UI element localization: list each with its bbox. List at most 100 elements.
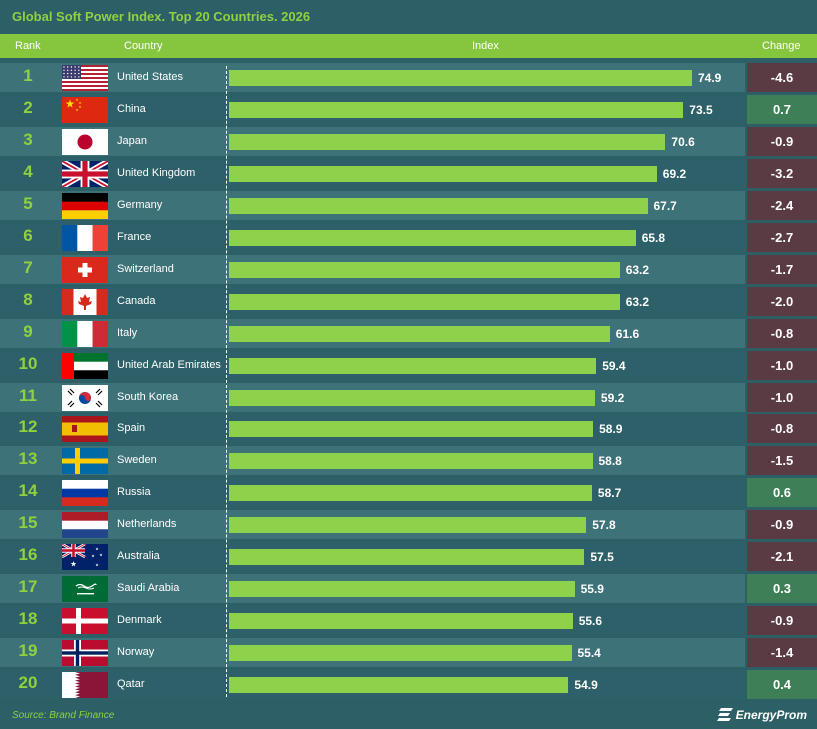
change-value: -4.6 [747,63,817,92]
index-bar [229,325,610,342]
country-label: Norway [117,646,155,659]
table-row: 19 Norway 55.4 -1.4 [0,638,817,668]
change-value: -1.4 [747,638,817,668]
change-value: -0.9 [747,126,817,156]
change-value: -1.7 [747,254,817,284]
table-row: 16 Australia 57.5 -2.1 [0,542,817,572]
flag-ca-icon [62,288,108,315]
index-value-label: 59.2 [600,390,625,405]
brand-name: EnergyProm [735,708,807,722]
index-bar [229,613,573,630]
chart-title: Global Soft Power Index. Top 20 Countrie… [12,9,311,24]
table-row: 18 Denmark 55.6 -0.9 [0,606,817,636]
country-label: Sweden [117,454,157,467]
flag-qa-icon [62,672,108,699]
rank-label: 4 [23,161,33,181]
index-value-label: 58.8 [598,454,622,469]
change-value: -1.5 [747,446,817,476]
index-bar [229,645,572,662]
country-label: Saudi Arabia [117,582,180,595]
rank-label: 2 [23,97,33,117]
country-label: France [117,230,152,243]
flag-de-icon [62,192,108,219]
country-label: Netherlands [117,518,177,531]
change-value: -3.2 [747,158,817,188]
index-bar [229,485,592,502]
country-label: United Kingdom [117,166,196,179]
flag-us-icon [62,65,108,91]
rank-label: 6 [23,225,33,245]
rank-label: 20 [18,673,38,693]
index-value-label: 67.7 [653,198,677,213]
country-label: Switzerland [117,262,174,275]
flag-fr-icon [62,224,108,251]
country-label: United Arab Emirates [117,358,221,371]
index-value-label: 55.6 [578,614,603,629]
table-row: 2 China 73.5 0.7 [0,94,817,124]
rank-label: 19 [18,641,38,661]
index-bar [229,70,692,86]
rank-label: 16 [18,545,38,565]
flag-no-icon [62,640,108,667]
index-bar [229,293,620,310]
change-value: -2.0 [747,286,817,316]
index-value-label: 57.8 [592,518,616,533]
index-value-label: 65.8 [641,230,666,245]
table-row: 17 Saudi Arabia 55.9 0.3 [0,574,817,604]
change-value: 0.7 [747,94,817,124]
index-bar [229,261,620,278]
table-row: 12 Spain 58.9 -0.8 [0,414,817,444]
country-label: China [117,102,146,115]
table-row: 9 Italy 61.6 -0.8 [0,318,817,348]
flag-dk-icon [62,608,108,635]
index-value-label: 58.9 [599,422,623,437]
index-value-label: 58.7 [597,486,622,501]
rank-label: 9 [23,321,33,341]
rank-label: 17 [18,577,38,597]
change-value: -0.8 [747,414,817,444]
index-value-label: 57.5 [590,550,614,565]
index-bar [229,389,595,406]
flag-ru-icon [62,480,108,507]
rank-label: 1 [23,66,33,85]
country-label: Spain [117,422,146,435]
flag-it-icon [62,320,108,347]
country-label: South Korea [117,390,179,403]
flag-ch-icon [62,256,108,283]
index-bar [229,101,684,118]
country-label: Denmark [117,614,162,627]
source-note: Source: Brand Finance [12,710,115,721]
flag-cn-icon [62,96,108,123]
brand-logo: EnergyProm [716,706,807,724]
table-row: 20 Qatar 54.9 0.4 [0,670,817,700]
index-bar [229,229,636,246]
flag-se-icon [62,448,108,475]
country-label: Qatar [117,678,145,691]
index-bar [229,165,657,182]
index-bar [229,133,666,150]
country-label: United States [117,71,184,83]
change-value: -0.9 [747,510,817,540]
table-row: 4 United Kingdom 69.2 -3.2 [0,158,817,188]
index-value-label: 63.2 [625,262,650,277]
rank-label: 11 [19,385,37,405]
change-value: 0.3 [747,574,817,604]
flag-jp-icon [62,128,108,155]
table-row: 5 Germany 67.7 -2.4 [0,190,817,220]
rank-label: 5 [23,193,33,213]
rank-label: 15 [18,513,38,533]
index-value-label: 63.2 [625,294,650,309]
index-value-label: 70.6 [671,134,695,149]
header-rank: Rank [15,40,41,52]
header-country: Country [124,40,163,52]
table-row: 7 Switzerland 63.2 -1.7 [0,254,817,284]
rank-label: 13 [18,449,38,469]
rank-label: 18 [18,609,38,629]
flag-ae-icon [62,352,108,379]
index-value-label: 55.9 [580,582,604,597]
table-row: 15 Netherlands 57.8 -0.9 [0,510,817,540]
axis-divider [226,66,227,697]
country-label: Russia [117,486,151,499]
country-label: Germany [117,198,163,211]
index-value-label: 59.4 [602,358,626,373]
